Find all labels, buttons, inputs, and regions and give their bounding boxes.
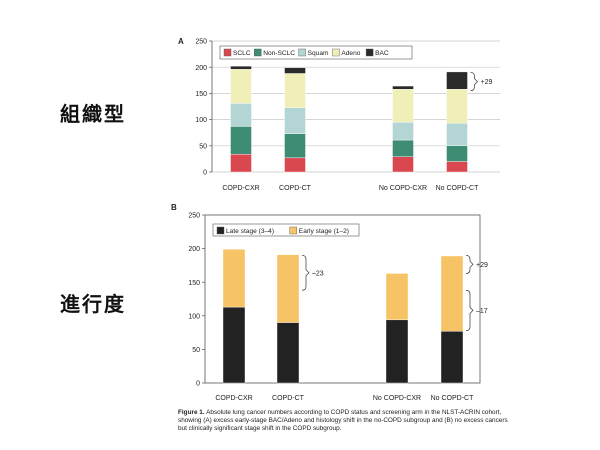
bar-segment-early-stage-1-2-no-copd-ct <box>440 255 464 332</box>
bar-segment-non-sclc-copd-ct <box>284 133 306 159</box>
bar-segment-squam-copd-ct <box>284 107 306 134</box>
annotation-bracket <box>470 72 478 92</box>
bar-segment-bac-copd-cxr <box>230 65 252 70</box>
category-label: No COPD-CXR <box>373 395 421 402</box>
bar-segment-sclc-no-copd-ct <box>446 161 468 173</box>
panel-b-side-label: 進行度 <box>60 292 126 316</box>
caption-label: Figure 1. <box>178 409 205 416</box>
legend-swatch <box>253 48 262 57</box>
panel-a-letter: A <box>178 37 184 46</box>
y-tick-label: 50 <box>192 347 200 354</box>
category-label: COPD-CXR <box>215 395 252 402</box>
bar-segment-late-stage-3-4-no-copd-ct <box>440 331 464 384</box>
bar-segment-sclc-copd-cxr <box>230 153 252 173</box>
y-tick-label: 250 <box>195 39 207 46</box>
bar-segment-bac-no-copd-cxr <box>392 85 414 90</box>
bar-segment-non-sclc-no-copd-cxr <box>392 139 414 158</box>
bar-segment-early-stage-1-2-copd-ct <box>276 254 300 323</box>
legend-entry: Adeno <box>341 50 360 57</box>
annotation-bracket <box>465 289 474 331</box>
panel-a-side-label: 組織型 <box>60 102 126 126</box>
legend-entry: Non-SCLC <box>263 50 295 57</box>
bar-segment-sclc-copd-ct <box>284 157 306 173</box>
legend-entry: BAC <box>375 50 389 57</box>
legend-entry: Squam <box>308 50 329 57</box>
bar-segment-adeno-copd-ct <box>284 73 306 108</box>
y-tick-label: 100 <box>195 117 207 124</box>
category-label: COPD-CXR <box>222 185 259 192</box>
y-tick-label: 50 <box>199 143 207 150</box>
legend-entry: Late stage (3–4) <box>226 228 274 235</box>
bar-segment-adeno-no-copd-cxr <box>392 89 414 123</box>
bar-segment-bac-no-copd-ct <box>446 71 468 90</box>
y-tick-label: 200 <box>188 246 200 253</box>
bar-segment-non-sclc-copd-cxr <box>230 126 252 155</box>
annotation-label: –17 <box>476 308 488 315</box>
category-label: COPD-CT <box>272 395 305 402</box>
legend-swatch <box>289 226 297 235</box>
legend-box <box>212 223 360 237</box>
annotation-label: +29 <box>481 79 493 86</box>
category-label: No COPD-CT <box>431 395 475 402</box>
annotation-label: –23 <box>312 270 324 277</box>
category-label: No COPD-CXR <box>379 185 427 192</box>
legend-swatch <box>223 48 232 57</box>
annotation-label: +29 <box>476 262 488 269</box>
bar-segment-late-stage-3-4-copd-ct <box>276 322 300 384</box>
legend-entry: SCLC <box>233 50 251 57</box>
plot-frame <box>204 214 481 384</box>
y-tick-label: 150 <box>188 280 200 287</box>
legend-swatch <box>298 48 306 57</box>
bar-segment-adeno-copd-cxr <box>230 69 252 104</box>
bar-segment-early-stage-1-2-copd-cxr <box>222 249 246 308</box>
y-tick-label: 0 <box>203 170 207 177</box>
category-label: COPD-CT <box>279 185 312 192</box>
bar-segment-non-sclc-no-copd-ct <box>446 145 468 162</box>
legend-swatch <box>332 48 340 57</box>
bar-segment-squam-no-copd-cxr <box>392 122 414 141</box>
y-tick-label: 150 <box>195 91 207 98</box>
legend-box <box>219 45 413 60</box>
bar-segment-squam-no-copd-ct <box>446 123 468 146</box>
y-tick-label: 100 <box>188 313 200 320</box>
bar-segment-bac-copd-ct <box>284 67 306 74</box>
annotation-bracket <box>465 254 474 274</box>
y-tick-label: 250 <box>188 213 200 220</box>
bar-segment-squam-copd-cxr <box>230 103 252 127</box>
y-tick-label: 200 <box>195 65 207 72</box>
bar-segment-early-stage-1-2-no-copd-cxr <box>385 273 409 321</box>
category-label: No COPD-CT <box>436 185 480 192</box>
bar-segment-sclc-no-copd-cxr <box>392 156 414 173</box>
bar-segment-late-stage-3-4-copd-cxr <box>222 306 246 384</box>
legend-swatch <box>365 48 374 57</box>
bar-segment-late-stage-3-4-no-copd-cxr <box>385 319 409 384</box>
legend-entry: Early stage (1–2) <box>299 228 349 235</box>
bar-segment-adeno-no-copd-ct <box>446 89 468 124</box>
panel-b-letter: B <box>171 203 177 212</box>
y-tick-label: 0 <box>196 381 200 388</box>
figure-caption: Figure 1. Absolute lung cancer numbers a… <box>178 409 518 434</box>
legend-swatch <box>216 226 225 235</box>
annotation-bracket <box>301 254 310 291</box>
caption-text: Absolute lung cancer numbers according t… <box>178 409 508 433</box>
